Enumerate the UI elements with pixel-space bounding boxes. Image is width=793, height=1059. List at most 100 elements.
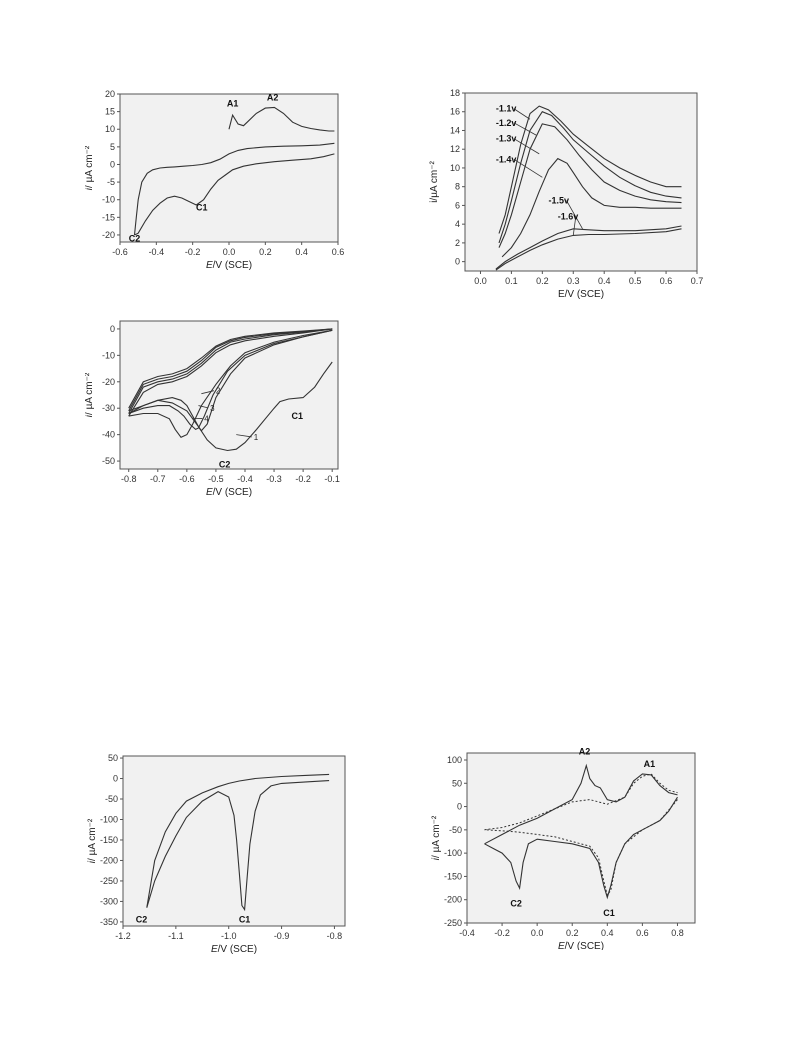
chart-2-curve-label: -1.3v (496, 134, 517, 144)
chart-2-ytick-label: 16 (450, 107, 460, 117)
chart-5-xtick-label: 0.0 (531, 928, 544, 938)
chart-5-xtick-label: -0.4 (459, 928, 475, 938)
chart-4-ytick-label: -100 (100, 814, 118, 824)
chart-3-xtick-label: -0.4 (237, 474, 253, 484)
chart-5-ytick-label: -150 (444, 871, 462, 881)
chart-4-y-axis-label-var: i (87, 860, 98, 863)
chart-1-frame (119, 93, 339, 243)
chart-2-series-6-line (495, 228, 682, 271)
chart-1-ytick-label: 5 (110, 142, 115, 152)
chart-2-leader-line (513, 158, 543, 178)
chart-1-x-axis-label-var: E (206, 260, 213, 271)
chart-2-xtick-label: 0.3 (567, 276, 580, 286)
chart-1-ytick-label: -10 (102, 195, 115, 205)
chart-4-annotation-c2: C2 (136, 915, 148, 925)
chart-3: -0.8 -0.7 -0.6 -0.5 -0.4 -0.3 -0.2 -0.1 -50 -40 -3… (85, 320, 340, 498)
chart-4-xtick-label: -1.2 (115, 931, 131, 941)
chart-3-leader-line (201, 390, 215, 395)
chart-2-leader-line (566, 200, 583, 230)
chart-3-y-axis-label: i/ µA cm⁻² (85, 372, 95, 417)
chart-4-xtick-label: -1.1 (168, 931, 184, 941)
chart-1-ytick-label: -5 (107, 177, 115, 187)
chart-1-annotation-c1: C1 (196, 202, 208, 212)
chart-3-x-axis-label-unit: /V (SCE) (213, 487, 252, 498)
chart-1-y-axis-label-unit: / µA cm⁻² (85, 145, 95, 188)
chart-3-leader-line (198, 405, 209, 409)
chart-1-annotation-a1: A1 (227, 98, 239, 108)
chart-1-xtick-label: -0.2 (185, 247, 201, 257)
chart-1-annotation-c2: C2 (129, 233, 141, 243)
chart-3-xtick-label: -0.7 (150, 474, 166, 484)
chart-2-leader-line (572, 216, 577, 236)
chart-1-ytick-label: 10 (105, 124, 115, 134)
chart-3-y-axis-label-var: i (85, 414, 95, 417)
chart-1-series-1-line (133, 142, 335, 236)
chart-2-curve-label: -1.6v (558, 211, 579, 221)
chart-4-x-axis-label-var: E (211, 944, 218, 955)
chart-2-leader-line (513, 122, 537, 136)
chart-3-series-6-line (128, 328, 333, 414)
chart-5-y-axis-label: i/ µA cm⁻² (431, 815, 442, 860)
chart-2-xtick-label: 0.2 (536, 276, 549, 286)
chart-2-leader-line (513, 138, 540, 155)
chart-1-xtick-label: 0.0 (223, 247, 236, 257)
chart-5-ytick-label: -200 (444, 895, 462, 905)
chart-5-xtick-label: 0.4 (601, 928, 614, 938)
chart-5-x-axis-label-unit: /V (SCE) (565, 941, 604, 950)
chart-1-series-2-line (228, 106, 335, 132)
chart-5-ytick-label: -100 (444, 848, 462, 858)
chart-5-annotation-c1: C1 (603, 908, 615, 918)
chart-4-series-2-line (146, 773, 330, 908)
chart-3-xtick-label: -0.2 (295, 474, 311, 484)
chart-5-annotation-c2: C2 (510, 899, 522, 909)
chart-5-annotation-a1: A1 (644, 759, 656, 769)
chart-1-ytick-label: 20 (105, 89, 115, 99)
chart-4-y-axis-label-unit: / µA cm⁻² (87, 818, 98, 861)
chart-5-xtick-label: 0.8 (671, 928, 684, 938)
chart-3-ytick-label: -10 (102, 350, 115, 360)
chart-3-series-8-line (128, 328, 333, 409)
chart-4-ytick-label: -300 (100, 896, 118, 906)
chart-4-xtick-label: -1.0 (221, 931, 237, 941)
chart-1-x-axis-label-unit: /V (SCE) (213, 260, 252, 271)
chart-5-ytick-label: 100 (447, 755, 462, 765)
chart-3-x-axis-label-var: E (206, 487, 213, 498)
chart-4-series-1-line (146, 780, 330, 912)
chart-1-xtick-label: 0.4 (295, 247, 308, 257)
chart-5-ytick-label: -50 (449, 825, 462, 835)
chart-2: 0.0 0.1 0.2 0.3 0.4 0.5 0.6 0.7 0 2 4 6 8 10 12 14 16 18 -… (429, 88, 704, 300)
chart-3-xtick-label: -0.6 (179, 474, 195, 484)
chart-4-ytick-label: -50 (105, 794, 118, 804)
chart-4-ytick-label: -250 (100, 876, 118, 886)
chart-4-annotation-c1: C1 (239, 915, 251, 925)
chart-2-curve-label: -1.1v (496, 104, 517, 114)
chart-2-xtick-label: 0.1 (505, 276, 518, 286)
chart-2-xtick-label: 0.7 (691, 276, 704, 286)
chart-2-ytick-label: 14 (450, 125, 460, 135)
chart-1-xtick-label: 0.2 (259, 247, 272, 257)
chart-3-curve-label: 4 (204, 414, 209, 423)
chart-3-ytick-label: -50 (102, 456, 115, 466)
chart-2-ytick-label: 0 (455, 257, 460, 267)
chart-1-series-3-line (134, 153, 335, 236)
chart-4-ytick-label: 0 (113, 774, 118, 784)
chart-5-y-axis-label-var: i (431, 857, 442, 860)
chart-3-curve-label: 3 (210, 404, 215, 413)
chart-2-ytick-label: 18 (450, 88, 460, 98)
chart-5-series-4-line (484, 799, 678, 897)
chart-3-ytick-label: -30 (102, 403, 115, 413)
chart-3-series-7-line (128, 328, 333, 412)
chart-2-curve-label: -1.5v (549, 196, 570, 206)
chart-2-curve-label: -1.2v (496, 118, 517, 128)
chart-2-xtick-label: 0.5 (629, 276, 642, 286)
chart-3-ytick-label: -20 (102, 377, 115, 387)
chart-4-x-axis-label-unit: /V (SCE) (218, 944, 257, 955)
chart-2-ytick-label: 4 (455, 219, 460, 229)
chart-3-annotation-c1: C1 (292, 411, 304, 421)
chart-3-xtick-label: -0.3 (266, 474, 282, 484)
chart-2-x-axis-label-unit: E/V (SCE) (558, 289, 604, 300)
chart-1-ytick-label: 0 (110, 159, 115, 169)
chart-4-xtick-label: -0.8 (327, 931, 343, 941)
chart-3-y-axis-label-unit: / µA cm⁻² (85, 372, 95, 415)
chart-1-ytick-label: -15 (102, 212, 115, 222)
